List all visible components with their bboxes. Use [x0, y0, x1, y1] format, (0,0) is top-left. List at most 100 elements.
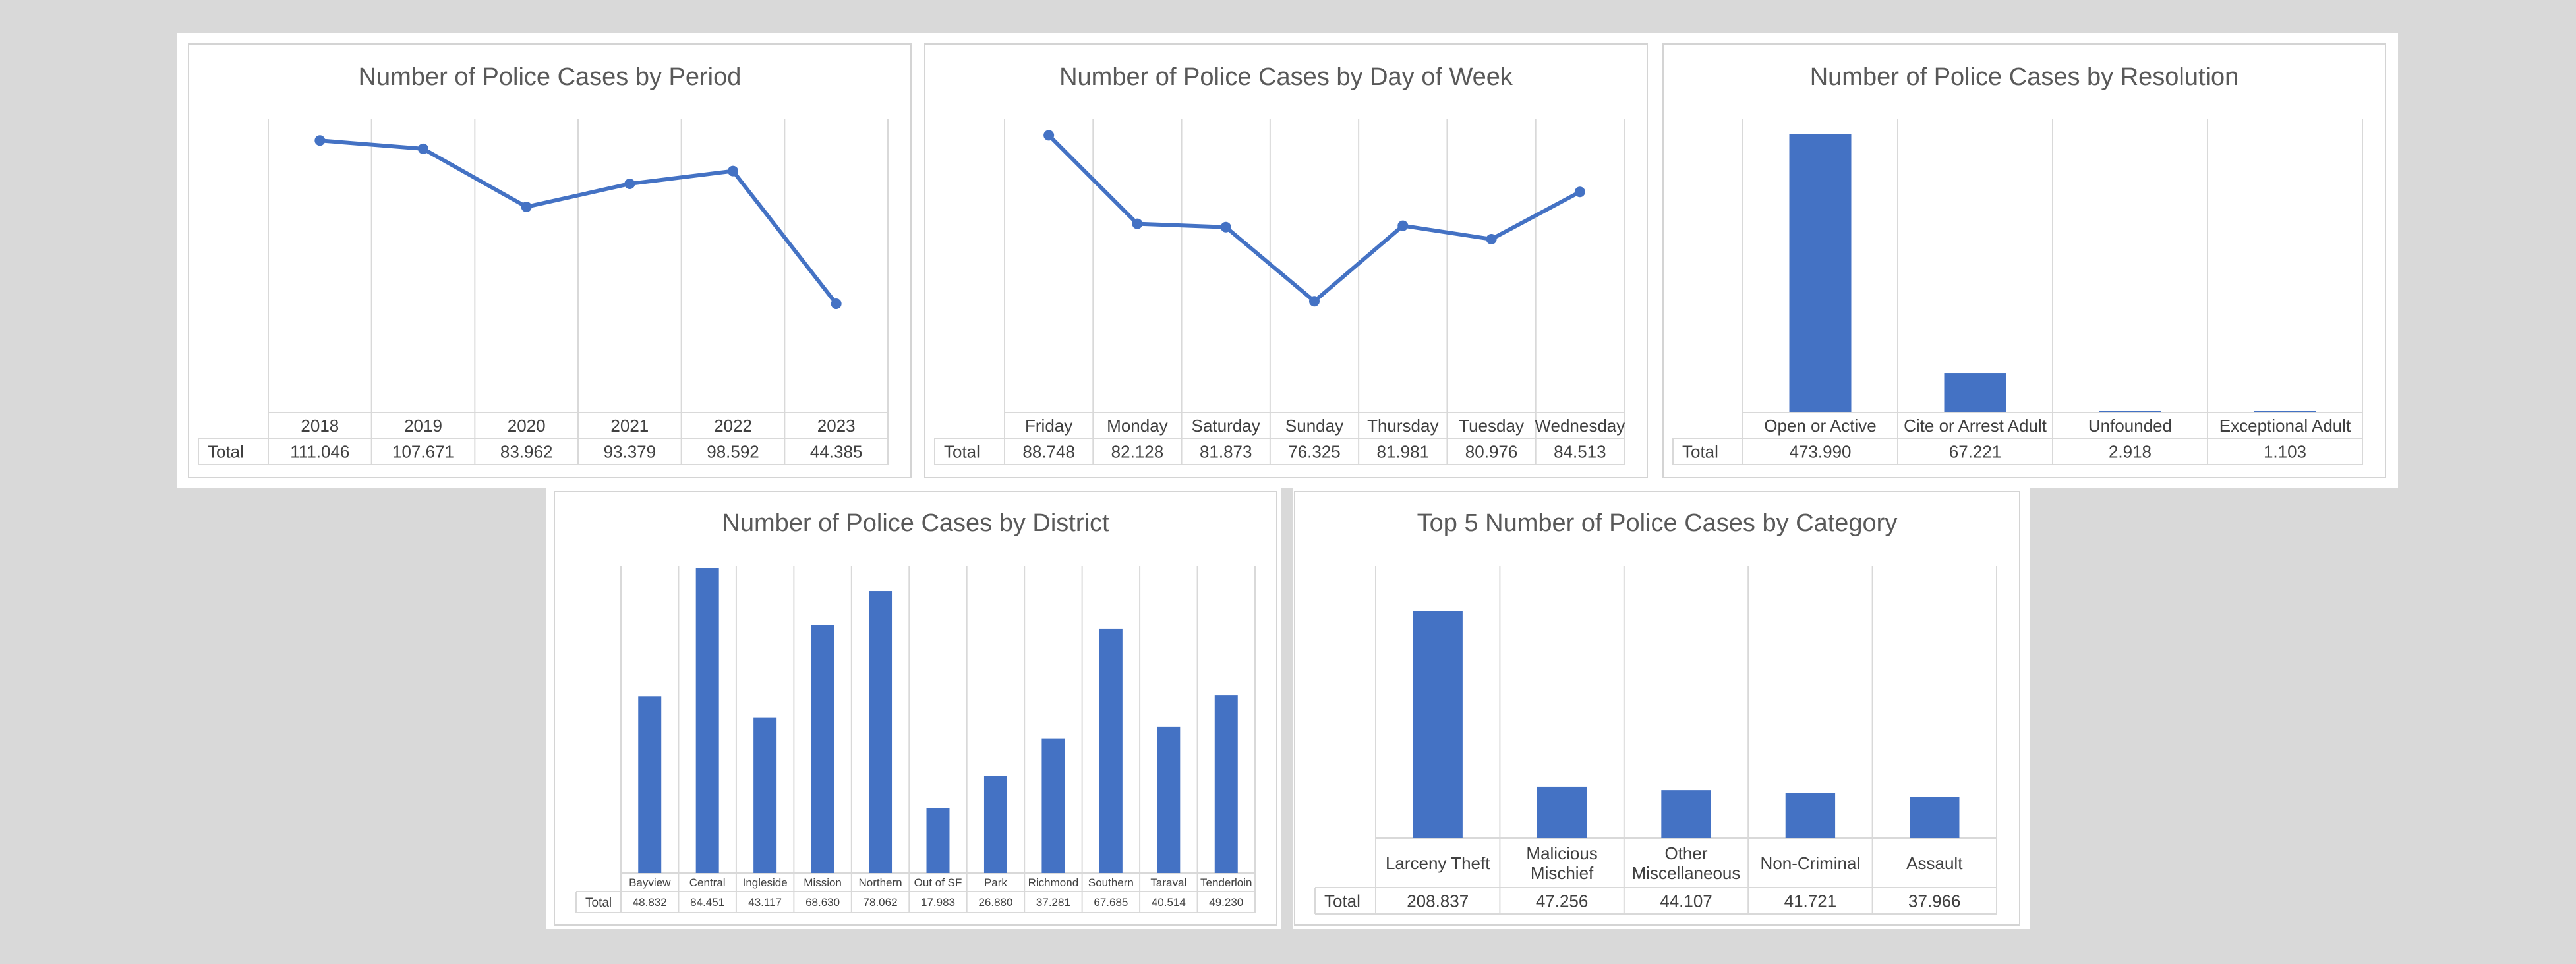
chart-panel-period[interactable]: Number of Police Cases by Period Total 20…: [188, 43, 912, 478]
category-label: Other: [1664, 843, 1707, 863]
data-label: 81.981: [1377, 441, 1430, 461]
data-point: [831, 298, 842, 310]
category-label: Out of SF: [914, 876, 962, 889]
data-label: 107.671: [392, 441, 454, 461]
data-point: [1397, 220, 1409, 231]
bar: [2099, 411, 2161, 412]
category-label: Thursday: [1367, 416, 1438, 436]
data-label: 84.513: [1554, 441, 1606, 461]
chart-svg-category: Total Larceny Theft 208.837 MaliciousMischi…: [1314, 566, 1997, 915]
category-label: Assault: [1906, 853, 1963, 873]
category-label: Monday: [1107, 416, 1168, 436]
series-line: [1047, 134, 1581, 304]
data-label: 83.962: [500, 441, 553, 461]
bar: [1785, 793, 1836, 838]
chart-title-resolution: Number of Police Cases by Resolution: [1809, 63, 2239, 91]
data-label: 67.221: [1949, 441, 2002, 461]
category-label: Northern: [858, 876, 902, 889]
bar: [1413, 611, 1463, 838]
data-label: 81.873: [1200, 441, 1252, 461]
chart-panel-weekday[interactable]: Number of Police Cases by Day of Week To…: [924, 43, 1648, 478]
data-label: 67.685: [1094, 896, 1128, 909]
category-label: Southern: [1088, 876, 1134, 889]
category-label: Wednesday: [1535, 416, 1625, 436]
category-label: Taraval: [1150, 876, 1186, 889]
data-point: [1574, 186, 1585, 198]
category-label: 2021: [610, 416, 649, 436]
data-label: 41.721: [1784, 891, 1837, 911]
data-point: [1309, 296, 1320, 307]
data-point: [624, 178, 635, 189]
data-point: [1043, 130, 1055, 141]
chart-title-district: Number of Police Cases by District: [722, 509, 1109, 537]
chart-panel-category[interactable]: Top 5 Number of Police Cases by Category…: [1294, 491, 2020, 926]
data-label: 473.990: [1790, 441, 1852, 461]
bar: [811, 625, 834, 873]
data-label: 43.117: [748, 896, 782, 909]
data-point: [314, 135, 326, 146]
bar: [1537, 786, 1587, 838]
chart-svg-period: Total 2018 111.046 2019 107.671 2020 83.962 202…: [198, 119, 889, 465]
bar: [1910, 797, 1960, 838]
category-label: 2018: [301, 416, 339, 436]
bar: [926, 808, 950, 873]
category-label: Central: [689, 876, 726, 889]
total-row-label: Total: [944, 441, 980, 461]
chart-panel-district[interactable]: Number of Police Cases by District Total…: [554, 491, 1277, 926]
chart-title-category: Top 5 Number of Police Cases by Category: [1417, 509, 1898, 537]
bar: [695, 568, 719, 873]
category-label: Park: [984, 876, 1007, 889]
category-label: Ingleside: [743, 876, 788, 889]
data-label: 208.837: [1407, 891, 1469, 911]
data-point: [418, 143, 428, 154]
bar: [1041, 738, 1065, 873]
bar: [1214, 695, 1238, 873]
data-label: 88.748: [1022, 441, 1075, 461]
category-label: Unfounded: [2088, 416, 2172, 436]
bar: [869, 591, 893, 873]
data-point: [1220, 221, 1231, 233]
category-label: 2022: [714, 416, 752, 436]
category-label: Malicious: [1526, 843, 1597, 863]
data-label: 37.966: [1908, 891, 1961, 911]
category-label: Bayview: [629, 876, 671, 889]
chart-title-period: Number of Police Cases by Period: [358, 63, 742, 91]
data-point: [1132, 218, 1143, 229]
data-label: 80.976: [1465, 441, 1518, 461]
chart-title-weekday: Number of Police Cases by Day of Week: [1059, 63, 1513, 91]
series-line: [320, 138, 838, 305]
data-label: 68.630: [805, 896, 840, 909]
data-label: 26.880: [978, 896, 1012, 909]
chart-panel-resolution[interactable]: Number of Police Cases by Resolution Tot…: [1662, 43, 2386, 478]
category-label: 2023: [817, 416, 856, 436]
data-label: 2.918: [2109, 441, 2152, 461]
category-label: Saturday: [1192, 416, 1260, 436]
data-label: 78.062: [864, 896, 898, 909]
category-label: Friday: [1025, 416, 1072, 436]
data-label: 47.256: [1536, 891, 1589, 911]
category-label: Mischief: [1531, 863, 1594, 883]
data-label: 48.832: [633, 896, 667, 909]
category-label: Open or Active: [1764, 416, 1877, 436]
data-label: 40.514: [1152, 896, 1186, 909]
data-label: 17.983: [921, 896, 955, 909]
category-label: Tenderloin: [1200, 876, 1252, 889]
data-label: 98.592: [707, 441, 759, 461]
data-label: 44.107: [1660, 891, 1712, 911]
category-label: 2019: [404, 416, 442, 436]
data-label: 76.325: [1288, 441, 1341, 461]
category-label: Richmond: [1028, 876, 1079, 889]
data-point: [521, 201, 532, 212]
bar: [1157, 726, 1181, 873]
data-label: 84.451: [690, 896, 724, 909]
data-point: [728, 165, 738, 177]
data-label: 111.046: [290, 441, 349, 461]
category-label: Tuesday: [1459, 416, 1524, 436]
bar: [1661, 790, 1711, 838]
bar: [2254, 411, 2316, 412]
total-row-label: Total: [1682, 441, 1718, 461]
category-label: Larceny Theft: [1386, 853, 1490, 873]
bar: [638, 696, 662, 873]
bar: [1099, 628, 1123, 873]
category-label: 2020: [508, 416, 546, 436]
